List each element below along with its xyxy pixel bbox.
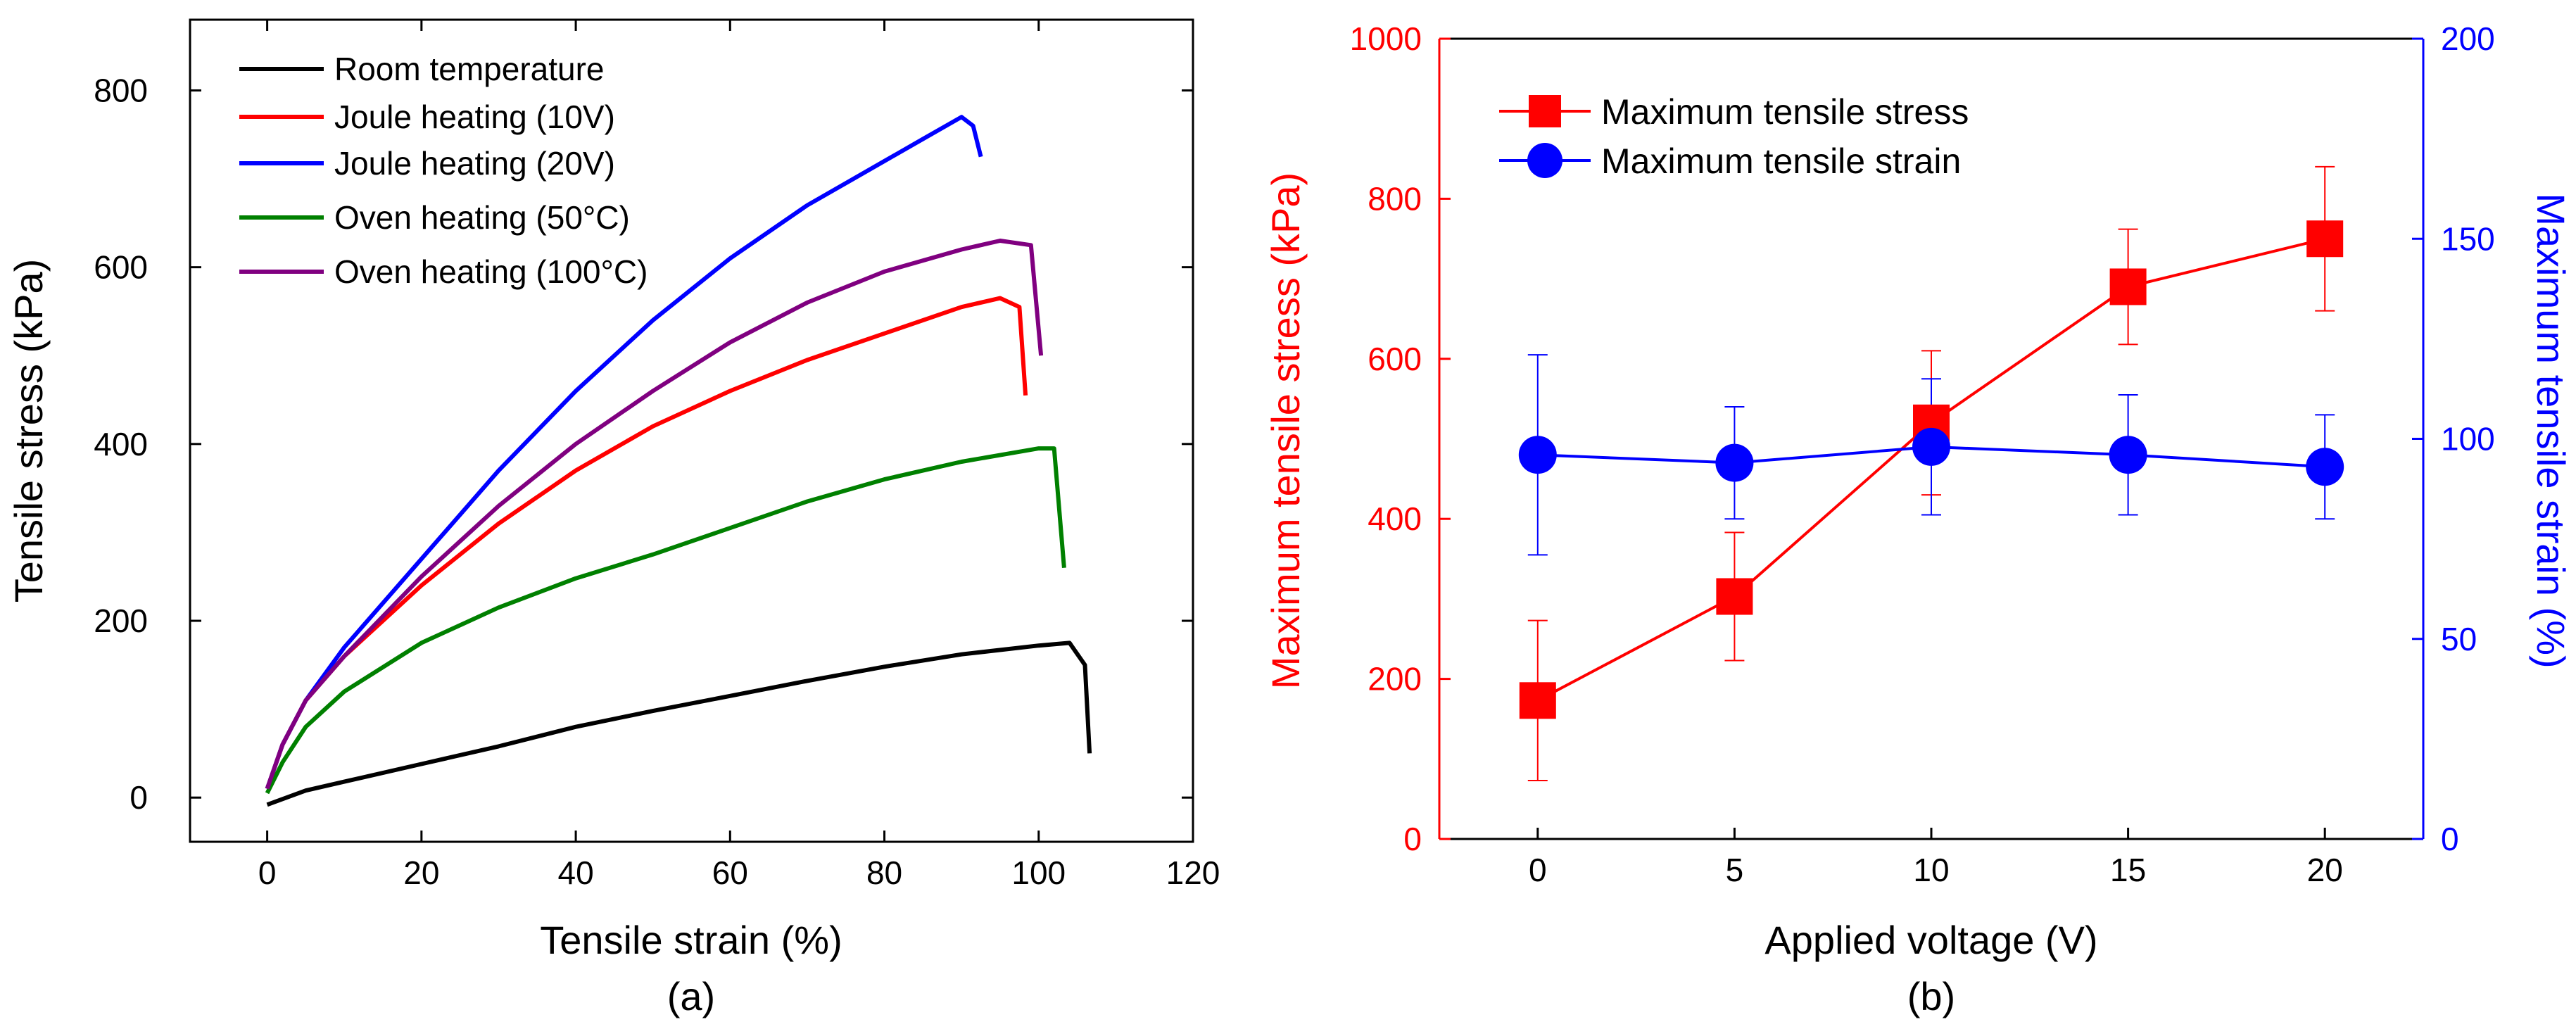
curve-room-temperature xyxy=(266,640,1092,807)
panel-b-right-tick-label: 50 xyxy=(2441,621,2477,657)
marker-maximum-tensile-strain xyxy=(1715,443,1754,482)
panel-b-left-tick-label: 0 xyxy=(1403,821,1422,857)
panel-a-x-tick-label: 100 xyxy=(1011,854,1066,891)
legend-label-oven-50c: Oven heating (50°C) xyxy=(334,199,630,236)
curve-oven-heating-100-c xyxy=(265,239,1044,790)
legend-label-oven-100c: Oven heating (100°C) xyxy=(334,253,648,290)
panel-a-x-tick-label: 20 xyxy=(403,854,439,891)
panel-b-legend: Maximum tensile stress Maximum tensile s… xyxy=(1499,92,1969,181)
legend-label-joule-20v: Joule heating (20V) xyxy=(334,145,615,182)
legend-label-max-stress: Maximum tensile stress xyxy=(1601,92,1969,132)
panel-a-legend: Room temperature Joule heating (10V) Jou… xyxy=(239,51,648,290)
panel-a-y-tick-label: 600 xyxy=(94,249,148,286)
marker-maximum-tensile-strain xyxy=(2306,448,2344,486)
panel-b-x-tick-label: 20 xyxy=(2307,852,2343,888)
marker-maximum-tensile-stress xyxy=(2109,268,2147,305)
marker-maximum-tensile-strain xyxy=(1518,436,1557,474)
panel-b-x-tick-label: 0 xyxy=(1529,852,1547,888)
panel-b-y-axis-label-right: Maximum tensile strain (%) xyxy=(2529,193,2573,668)
panel-a-y-axis-label: Tensile stress (kPa) xyxy=(6,259,51,603)
panel-b-left-tick-label: 200 xyxy=(1368,661,1422,697)
panel-a-stress-strain: 0 20 40 60 80 100 120 0 200 400 600 800 Room temper… xyxy=(6,18,1220,1018)
marker-maximum-tensile-stress xyxy=(1519,682,1556,719)
panel-a-y-tick-label: 0 xyxy=(130,779,148,816)
panel-a-x-axis-label: Tensile strain (%) xyxy=(540,918,842,962)
panel-b-right-tick-label: 0 xyxy=(2441,821,2459,857)
marker-maximum-tensile-strain xyxy=(1912,427,1950,466)
panel-b-left-tick-label: 1000 xyxy=(1350,20,1422,57)
panel-a-x-tick-label: 40 xyxy=(557,854,593,891)
panel-a-curves xyxy=(265,115,1092,807)
panel-a-y-tick-label: 400 xyxy=(94,426,148,462)
panel-b-caption: (b) xyxy=(1907,974,1955,1018)
panel-b-right-tick-label: 150 xyxy=(2441,220,2495,257)
panel-b-right-tick-label: 200 xyxy=(2441,20,2495,57)
marker-maximum-tensile-stress xyxy=(1716,578,1753,615)
curve-oven-heating-50-c xyxy=(265,446,1066,795)
panel-a-y-tick-label: 800 xyxy=(94,72,148,108)
legend-label-max-strain: Maximum tensile strain xyxy=(1601,141,1961,181)
marker-maximum-tensile-strain xyxy=(2109,436,2147,474)
legend-marker-max-stress xyxy=(1529,95,1561,127)
panel-b-left-tick-label: 400 xyxy=(1368,500,1422,537)
panel-a-x-tick-label: 120 xyxy=(1166,854,1220,891)
panel-b-right-tick-label: 100 xyxy=(2441,421,2495,457)
panel-a-y-tick-label: 200 xyxy=(94,602,148,639)
legend-label-joule-10v: Joule heating (10V) xyxy=(334,99,615,135)
panel-a-caption: (a) xyxy=(667,974,715,1018)
panel-b-y-axis-label-left: Maximum tensile stress (kPa) xyxy=(1263,172,1308,689)
panel-b-x-tick-label: 5 xyxy=(1726,852,1744,888)
panel-a-ticks: 0 20 40 60 80 100 120 0 200 400 600 800 xyxy=(94,20,1220,891)
panel-a-plot-frame xyxy=(189,18,1194,843)
panel-b-series xyxy=(1518,165,2344,781)
panel-b-x-tick-label: 10 xyxy=(1913,852,1949,888)
panel-b-x-axis-label: Applied voltage (V) xyxy=(1764,918,2097,962)
panel-a-x-tick-label: 0 xyxy=(258,854,277,891)
panel-b-left-tick-label: 600 xyxy=(1368,341,1422,377)
panel-b-left-tick-label: 800 xyxy=(1368,180,1422,217)
marker-maximum-tensile-stress xyxy=(2306,220,2344,258)
panel-a-x-tick-label: 60 xyxy=(712,854,748,891)
curve-joule-heating-10v xyxy=(265,296,1028,790)
legend-marker-max-strain xyxy=(1527,143,1562,178)
panel-a-x-tick-label: 80 xyxy=(866,854,902,891)
panel-b-x-tick-label: 15 xyxy=(2110,852,2146,888)
legend-label-room-temperature: Room temperature xyxy=(334,51,605,87)
